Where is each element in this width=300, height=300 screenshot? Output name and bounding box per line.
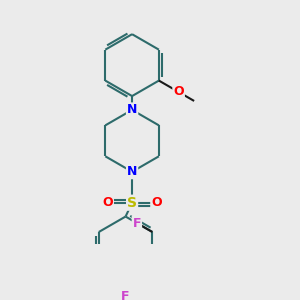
Text: O: O: [102, 196, 113, 209]
Text: F: F: [133, 217, 141, 230]
Text: F: F: [121, 290, 130, 300]
Text: S: S: [127, 196, 137, 210]
Text: N: N: [127, 103, 137, 116]
Text: O: O: [151, 196, 162, 209]
Text: N: N: [127, 165, 137, 178]
Text: O: O: [173, 85, 184, 98]
